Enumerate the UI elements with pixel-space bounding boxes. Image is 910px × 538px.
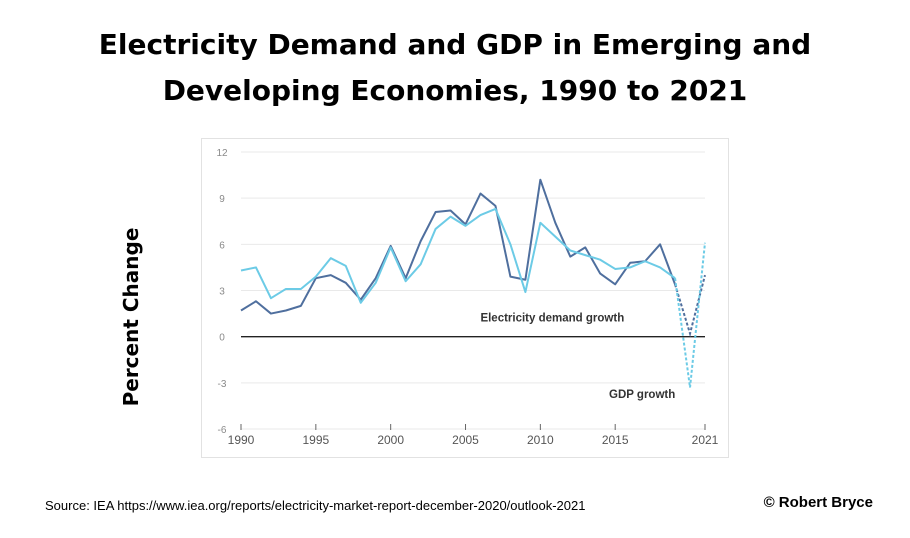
y-tick-label: 9 — [219, 194, 225, 205]
x-tick-label: 2005 — [452, 433, 479, 447]
annotations: Electricity demand growth GDP growth — [480, 312, 675, 401]
y-tick-label: 12 — [216, 148, 228, 159]
y-tick-label: 6 — [219, 240, 225, 251]
x-tick-label: 1990 — [228, 433, 255, 447]
chart-title: Electricity Demand and GDP in Emerging a… — [0, 22, 910, 114]
x-tick-label: 2010 — [527, 433, 554, 447]
title-line-2: Developing Economies, 1990 to 2021 — [162, 74, 748, 107]
series — [240, 178, 706, 388]
copyright-note: © Robert Bryce — [763, 494, 873, 511]
title-line-1: Electricity Demand and GDP in Emerging a… — [98, 28, 812, 61]
electricity-demand-label: Electricity demand growth — [480, 312, 624, 324]
electricity-demand-line — [240, 178, 676, 315]
gdp-projection-line — [674, 242, 706, 388]
source-note: Source: IEA https://www.iea.org/reports/… — [45, 498, 586, 513]
electricity-demand-projection-line — [674, 274, 706, 338]
chart-panel: 12 9 6 3 0 -3 -6 1990 1995 2000 2005 2010 2015 2021 … — [201, 138, 729, 458]
gdp-label: GDP growth — [609, 389, 675, 401]
x-tick-label: 2000 — [377, 433, 404, 447]
x-tick-label: 2015 — [602, 433, 629, 447]
y-tick-label: 3 — [219, 287, 225, 298]
y-axis-label: Percent Change — [119, 227, 143, 407]
x-axis: 1990 1995 2000 2005 2010 2015 2021 — [228, 424, 719, 447]
y-tick-label: -3 — [218, 379, 227, 390]
x-tick-label: 1995 — [302, 433, 329, 447]
y-tick-label: -6 — [218, 425, 227, 436]
x-tick-label: 2021 — [692, 433, 719, 447]
grid — [241, 151, 705, 430]
gdp-line — [240, 207, 676, 304]
y-tick-labels: 12 9 6 3 0 -3 -6 — [216, 148, 228, 436]
y-tick-label: 0 — [219, 333, 225, 344]
